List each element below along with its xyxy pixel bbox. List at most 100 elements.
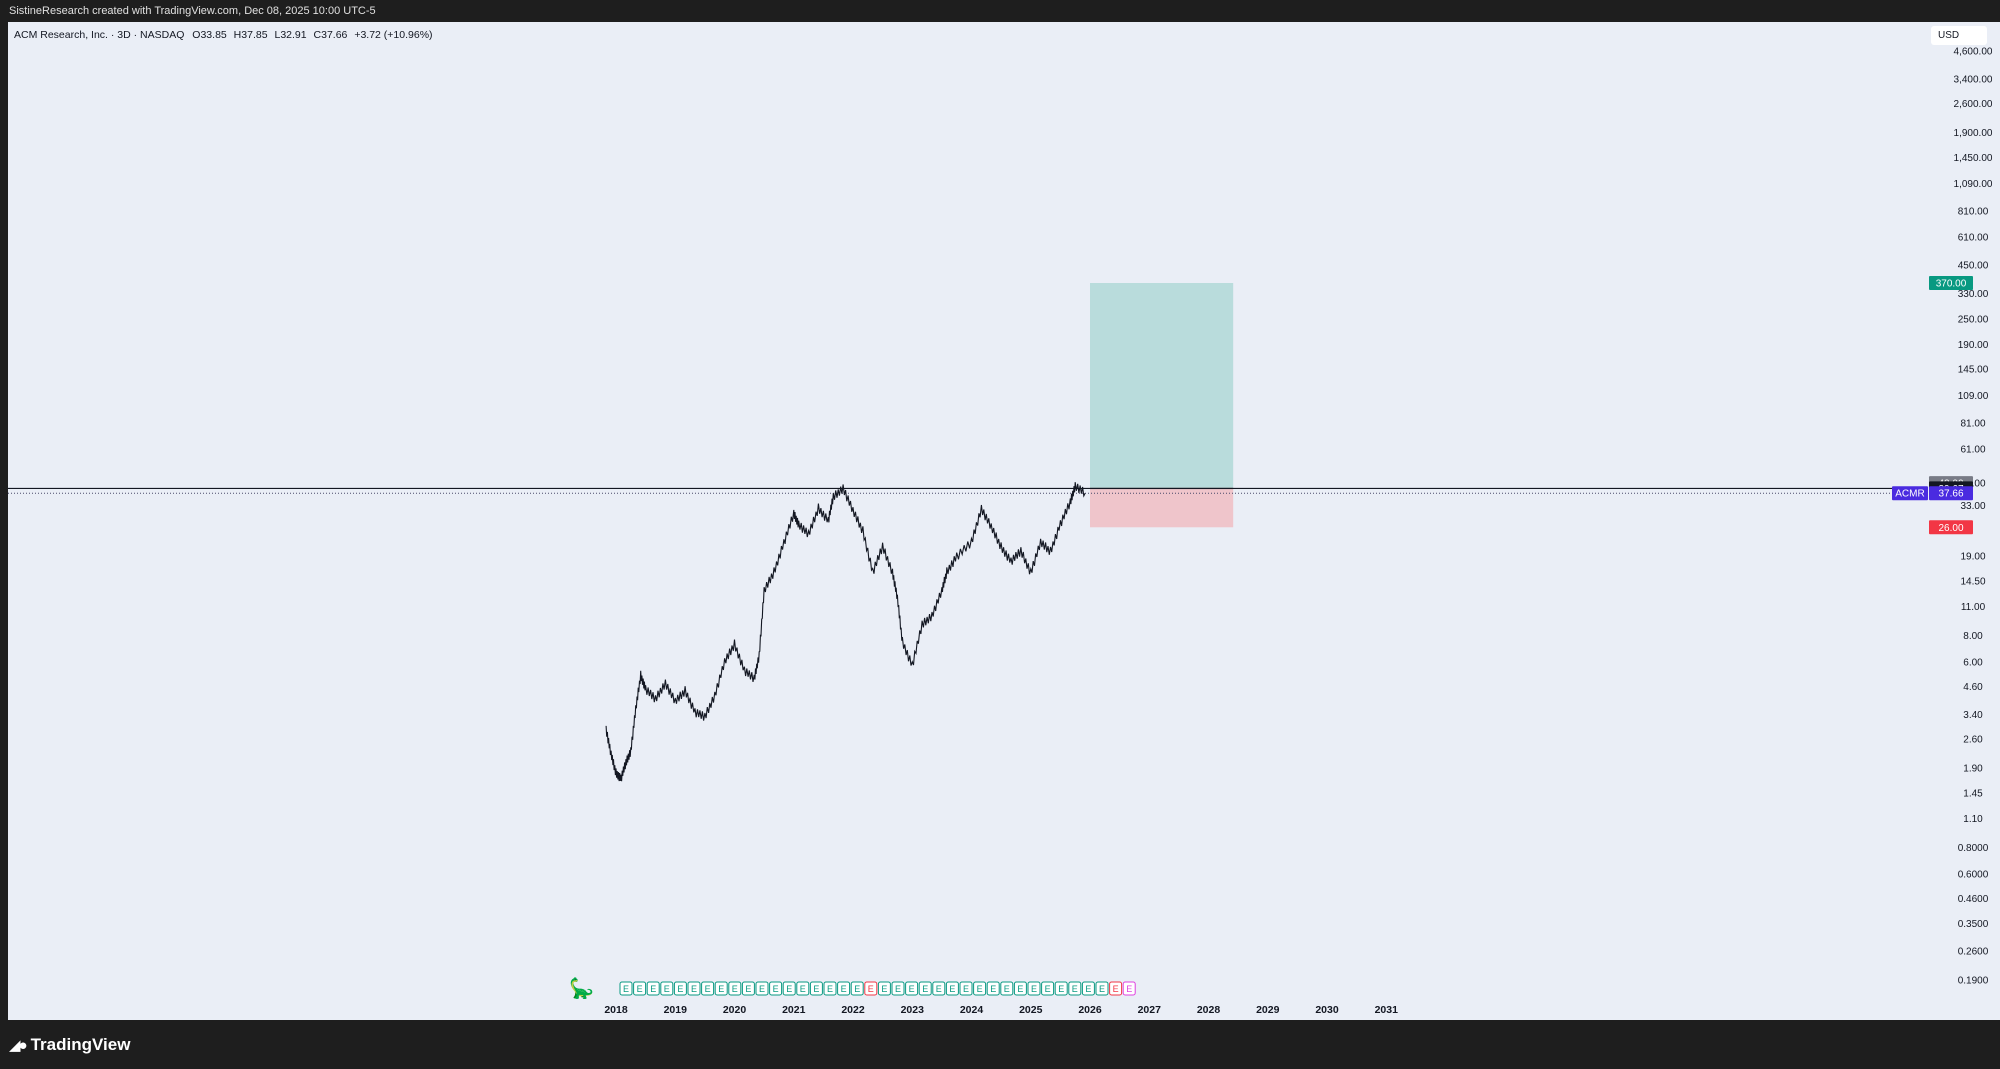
earnings-marker-box — [864, 981, 878, 996]
earnings-marker-label: E — [1031, 984, 1037, 994]
earnings-marker-label: E — [841, 984, 847, 994]
earnings-marker[interactable]: E — [1000, 981, 1014, 996]
earnings-marker[interactable]: E — [918, 981, 932, 996]
y-tick-label: 61.00 — [1960, 444, 1985, 455]
earnings-marker-box — [714, 981, 728, 996]
currency-button[interactable]: USD — [1931, 26, 1987, 45]
x-tick-label: 2027 — [1138, 1004, 1162, 1016]
earnings-marker[interactable]: E — [714, 981, 728, 996]
earnings-marker[interactable]: E — [619, 981, 633, 996]
earnings-marker-label: E — [827, 984, 833, 994]
earnings-marker-label: E — [990, 984, 996, 994]
earnings-marker-box — [809, 981, 823, 996]
earnings-marker[interactable]: E — [687, 981, 701, 996]
earnings-marker[interactable]: E — [728, 981, 742, 996]
earnings-marker[interactable]: E — [1095, 981, 1109, 996]
last-price-badge: 37.66 — [1938, 489, 1963, 500]
earnings-marker[interactable]: E — [823, 981, 837, 996]
earnings-marker-label: E — [963, 984, 969, 994]
earnings-marker-box — [755, 981, 769, 996]
earnings-marker[interactable]: E — [891, 981, 905, 996]
earnings-marker-box — [905, 981, 919, 996]
earnings-marker-box — [945, 981, 959, 996]
earnings-marker[interactable]: E — [837, 981, 851, 996]
earnings-marker[interactable]: E — [673, 981, 687, 996]
earnings-marker[interactable]: E — [1109, 981, 1123, 996]
chart-pane[interactable] — [8, 22, 1926, 1020]
earnings-marker[interactable]: E — [973, 981, 987, 996]
earnings-marker[interactable]: E — [864, 981, 878, 996]
earnings-marker[interactable]: E — [850, 981, 864, 996]
legend-high: 37.85 — [241, 29, 268, 41]
earnings-marker-label: E — [759, 984, 765, 994]
earnings-marker[interactable]: E — [1027, 981, 1041, 996]
earnings-marker[interactable]: E — [1041, 981, 1055, 996]
earnings-marker[interactable]: E — [905, 981, 919, 996]
earnings-marker[interactable]: E — [769, 981, 783, 996]
loss-zone — [1090, 488, 1234, 528]
y-tick-label: 2.60 — [1963, 735, 1983, 746]
tradingview-logo-icon: ◢● — [9, 1037, 28, 1054]
legend-low: 32.91 — [280, 29, 307, 41]
earnings-marker[interactable]: E — [1122, 981, 1136, 996]
x-tick-label: 2023 — [901, 1004, 925, 1016]
earnings-marker[interactable]: E — [1054, 981, 1068, 996]
earnings-marker[interactable]: E — [660, 981, 674, 996]
tradingview-logo[interactable]: ◢● TradingView — [9, 1035, 130, 1055]
earnings-marker[interactable]: E — [945, 981, 959, 996]
earnings-marker-box — [891, 981, 905, 996]
top-bar: SistineResearch created with TradingView… — [0, 0, 2000, 22]
symbol-tag-bg — [1892, 486, 1928, 501]
price-series-line — [605, 482, 1086, 782]
symbol-legend: ACM Research, Inc. · 3D · NASDAQ O33.85 … — [14, 29, 433, 41]
earnings-marker-label: E — [813, 984, 819, 994]
y-tick-label: 1,090.00 — [1954, 179, 1993, 190]
dinosaur-icon[interactable]: 🦕 — [569, 978, 594, 1000]
earnings-marker-label: E — [650, 984, 656, 994]
target-price-badge-bg — [1929, 276, 1973, 290]
earnings-marker-box — [959, 981, 973, 996]
legend-open-label: O — [192, 29, 201, 41]
earnings-marker-label: E — [881, 984, 887, 994]
y-tick-label: 1.45 — [1963, 788, 1983, 799]
earnings-marker-box — [837, 981, 851, 996]
earnings-marker-label: E — [677, 984, 683, 994]
earnings-marker-label: E — [949, 984, 955, 994]
earnings-marker[interactable]: E — [809, 981, 823, 996]
earnings-marker[interactable]: E — [986, 981, 1000, 996]
earnings-marker[interactable]: E — [701, 981, 715, 996]
earnings-marker-label: E — [1072, 984, 1078, 994]
earnings-marker-box — [1068, 981, 1082, 996]
earnings-marker[interactable]: E — [959, 981, 973, 996]
earnings-marker-label: E — [909, 984, 915, 994]
earnings-marker[interactable]: E — [646, 981, 660, 996]
y-tick-label: 2,600.00 — [1954, 99, 1993, 110]
earnings-marker-box — [1109, 981, 1123, 996]
earnings-marker-label: E — [1004, 984, 1010, 994]
legend-title: ACM Research, Inc. · 3D · NASDAQ — [14, 29, 185, 41]
earnings-marker-label: E — [936, 984, 942, 994]
earnings-marker-box — [633, 981, 647, 996]
earnings-marker-box — [619, 981, 633, 996]
earnings-marker[interactable]: E — [755, 981, 769, 996]
y-tick-label: 4,600.00 — [1954, 47, 1993, 58]
earnings-marker-box — [823, 981, 837, 996]
x-tick-label: 2019 — [664, 1004, 688, 1016]
earnings-marker[interactable]: E — [877, 981, 891, 996]
earnings-marker[interactable]: E — [1081, 981, 1095, 996]
x-tick-label: 2031 — [1375, 1004, 1399, 1016]
earnings-marker[interactable]: E — [932, 981, 946, 996]
earnings-marker[interactable]: E — [1068, 981, 1082, 996]
earnings-marker-label: E — [977, 984, 983, 994]
earnings-marker-box — [1054, 981, 1068, 996]
tradingview-logo-text: TradingView — [30, 1035, 131, 1054]
earnings-marker[interactable]: E — [633, 981, 647, 996]
earnings-marker[interactable]: E — [1013, 981, 1027, 996]
earnings-marker[interactable]: E — [741, 981, 755, 996]
y-tick-label: 109.00 — [1958, 391, 1989, 402]
legend-open: 33.85 — [200, 29, 227, 41]
earnings-marker[interactable]: E — [796, 981, 810, 996]
earnings-marker-box — [1122, 981, 1136, 996]
earnings-marker[interactable]: E — [782, 981, 796, 996]
